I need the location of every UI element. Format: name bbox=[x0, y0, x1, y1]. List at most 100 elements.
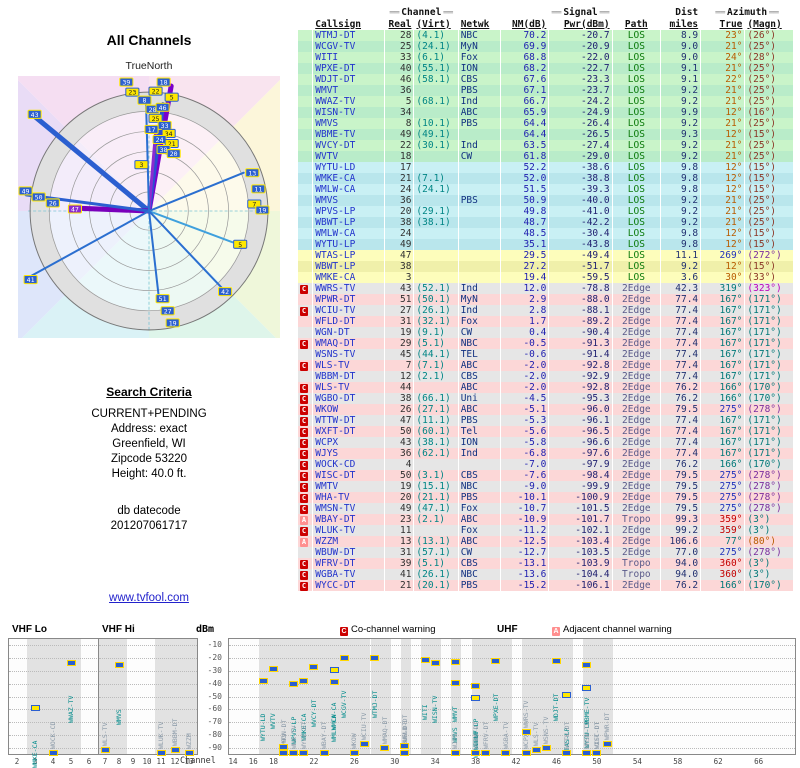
station-signal-marker[interactable] bbox=[430, 660, 440, 667]
callsign-link[interactable]: WOCK-CD bbox=[312, 459, 385, 470]
channel-badge[interactable] bbox=[233, 239, 248, 249]
station-signal-marker[interactable] bbox=[299, 750, 309, 756]
station-signal-marker[interactable] bbox=[380, 745, 390, 752]
station-signal-marker[interactable] bbox=[400, 742, 410, 749]
channel-badge[interactable] bbox=[119, 77, 134, 87]
channel-badge[interactable] bbox=[148, 113, 163, 123]
channel-badge[interactable] bbox=[137, 95, 152, 105]
callsign-link[interactable]: WBWT-LP bbox=[312, 261, 385, 272]
station-signal-marker[interactable] bbox=[370, 655, 380, 662]
col-header-virt[interactable]: (Virt) bbox=[413, 18, 459, 30]
station-signal-marker[interactable] bbox=[279, 750, 289, 756]
callsign-link[interactable]: WBBM-DT bbox=[312, 371, 385, 382]
callsign-link[interactable]: WMVS bbox=[312, 118, 385, 129]
station-signal-marker[interactable] bbox=[582, 662, 592, 669]
station-signal-marker[interactable] bbox=[471, 694, 481, 701]
col-header-miles[interactable]: miles bbox=[660, 18, 702, 30]
callsign-link[interactable]: WCGV-TV bbox=[312, 41, 385, 52]
channel-badge[interactable] bbox=[245, 168, 260, 178]
station-signal-marker[interactable] bbox=[30, 704, 40, 711]
col-header-path[interactable]: Path bbox=[612, 18, 662, 30]
station-signal-marker[interactable] bbox=[100, 747, 110, 754]
station-signal-marker[interactable] bbox=[450, 750, 460, 756]
station-signal-marker[interactable] bbox=[156, 750, 166, 756]
group-header-channel[interactable]: Channel bbox=[384, 6, 459, 18]
station-signal-marker[interactable] bbox=[400, 750, 410, 756]
channel-badge[interactable] bbox=[18, 186, 33, 196]
station-signal-marker[interactable] bbox=[450, 679, 460, 686]
station-signal-marker[interactable] bbox=[602, 741, 612, 748]
station-signal-marker[interactable] bbox=[450, 658, 460, 665]
channel-badge[interactable] bbox=[160, 306, 175, 316]
channel-badge[interactable] bbox=[45, 198, 60, 208]
callsign-link[interactable]: WFLD-DT bbox=[312, 316, 385, 327]
station-signal-marker[interactable] bbox=[521, 729, 531, 736]
channel-badge[interactable] bbox=[125, 87, 140, 97]
callsign-link[interactable]: WMKE-CA bbox=[312, 173, 385, 184]
station-signal-marker[interactable] bbox=[349, 750, 359, 756]
station-signal-marker[interactable] bbox=[582, 750, 592, 756]
callsign-link[interactable]: WVTV bbox=[312, 151, 385, 162]
callsign-link[interactable]: WBUW-DT bbox=[312, 547, 385, 558]
group-header-dist[interactable]: Dist bbox=[660, 6, 702, 18]
callsign-link[interactable]: WCPX bbox=[312, 437, 385, 448]
station-signal-marker[interactable] bbox=[258, 677, 268, 684]
callsign-link[interactable]: WMLW-CA bbox=[312, 184, 385, 195]
callsign-link[interactable]: WBME-TV bbox=[312, 129, 385, 140]
station-signal-marker[interactable] bbox=[541, 745, 551, 752]
station-signal-marker[interactable] bbox=[582, 684, 592, 691]
channel-badge[interactable] bbox=[218, 287, 233, 297]
callsign-link[interactable]: WWRS-TV bbox=[312, 283, 385, 294]
callsign-link[interactable]: WTAS-LP bbox=[312, 250, 385, 261]
channel-badge[interactable] bbox=[155, 102, 170, 112]
col-header-pwr[interactable]: Pwr(dBm) bbox=[548, 18, 613, 30]
channel-badge[interactable] bbox=[251, 184, 266, 194]
station-signal-marker[interactable] bbox=[420, 656, 430, 663]
station-signal-marker[interactable] bbox=[48, 750, 58, 756]
callsign-link[interactable]: WTTW-DT bbox=[312, 415, 385, 426]
callsign-link[interactable]: WZZM bbox=[312, 536, 385, 547]
callsign-link[interactable]: WMAQ-DT bbox=[312, 338, 385, 349]
channel-badge[interactable] bbox=[67, 204, 82, 214]
station-signal-marker[interactable] bbox=[359, 741, 369, 748]
callsign-link[interactable]: WGN-DT bbox=[312, 327, 385, 338]
callsign-link[interactable]: WMVT bbox=[312, 85, 385, 96]
callsign-link[interactable]: WPXE-DT bbox=[312, 63, 385, 74]
station-signal-marker[interactable] bbox=[592, 750, 602, 756]
station-signal-marker[interactable] bbox=[521, 750, 531, 756]
col-header-real[interactable]: Real bbox=[384, 18, 415, 30]
station-signal-marker[interactable] bbox=[114, 662, 124, 669]
channel-badge[interactable] bbox=[148, 86, 163, 96]
station-signal-marker[interactable] bbox=[279, 744, 289, 751]
callsign-link[interactable]: WPWR-DT bbox=[312, 294, 385, 305]
callsign-link[interactable]: WVCY-DT bbox=[312, 140, 385, 151]
callsign-link[interactable]: WJYS bbox=[312, 448, 385, 459]
station-signal-marker[interactable] bbox=[289, 681, 299, 687]
callsign-link[interactable]: WISC-DT bbox=[312, 470, 385, 481]
channel-badge[interactable] bbox=[155, 294, 170, 304]
channel-badge[interactable] bbox=[164, 92, 179, 102]
callsign-link[interactable]: WYCC-DT bbox=[312, 580, 385, 591]
channel-badge[interactable] bbox=[165, 318, 180, 328]
station-signal-marker[interactable] bbox=[562, 691, 572, 698]
callsign-link[interactable]: WBWT-LP bbox=[312, 217, 385, 228]
station-signal-marker[interactable] bbox=[184, 750, 194, 756]
station-signal-marker[interactable] bbox=[531, 747, 541, 754]
col-header-callsign[interactable]: Callsign bbox=[312, 18, 385, 30]
callsign-link[interactable]: WLS-TV bbox=[312, 382, 385, 393]
channel-badge[interactable] bbox=[255, 205, 270, 215]
channel-badge[interactable] bbox=[166, 149, 181, 159]
callsign-link[interactable]: WYTU-LP bbox=[312, 239, 385, 250]
callsign-link[interactable]: WMVS bbox=[312, 195, 385, 206]
callsign-link[interactable]: WMLW-CA bbox=[312, 228, 385, 239]
group-header-signal[interactable]: Signal bbox=[500, 6, 662, 18]
callsign-link[interactable]: WGBO-DT bbox=[312, 393, 385, 404]
callsign-link[interactable]: WHA-TV bbox=[312, 492, 385, 503]
callsign-link[interactable]: WCIU-TV bbox=[312, 305, 385, 316]
station-signal-marker[interactable] bbox=[66, 659, 76, 666]
station-signal-marker[interactable] bbox=[319, 750, 329, 756]
col-header-nm[interactable]: NM(dB) bbox=[500, 18, 550, 30]
station-signal-marker[interactable] bbox=[339, 655, 349, 662]
callsign-link[interactable]: WSNS-TV bbox=[312, 349, 385, 360]
station-signal-marker[interactable] bbox=[309, 663, 319, 670]
